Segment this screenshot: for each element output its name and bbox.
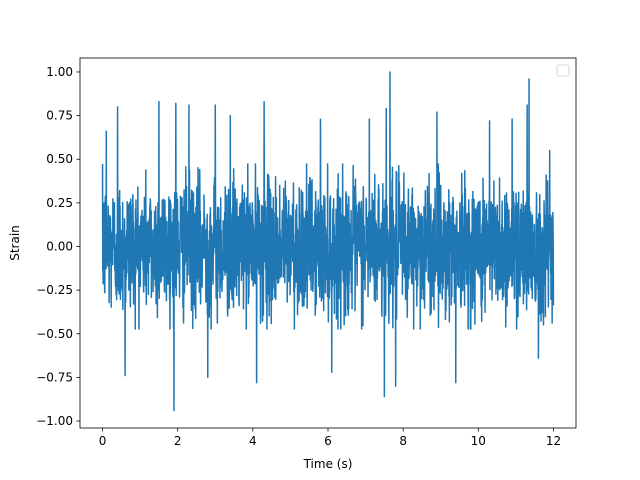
- x-tick-label: 0: [99, 434, 107, 448]
- y-tick-label: −0.75: [36, 370, 73, 384]
- y-tick-label: 0.25: [46, 196, 73, 210]
- x-tick-label: 8: [399, 434, 407, 448]
- x-tick-label: 12: [546, 434, 561, 448]
- x-axis-label: Time (s): [303, 457, 353, 471]
- y-tick-label: −0.50: [36, 327, 73, 341]
- y-tick-label: −1.00: [36, 414, 73, 428]
- x-tick-label: 2: [174, 434, 182, 448]
- series-layer: [101, 71, 555, 412]
- y-tick-label: 0.50: [46, 152, 73, 166]
- y-tick-label: −0.25: [36, 283, 73, 297]
- x-tick-label: 6: [324, 434, 332, 448]
- x-tick-label: 4: [249, 434, 257, 448]
- x-axis-ticks: 0 2 4 6 8 10 12: [99, 428, 561, 448]
- y-tick-label: 0.00: [46, 239, 73, 253]
- x-tick-label: 10: [471, 434, 486, 448]
- y-tick-label: 1.00: [46, 65, 73, 79]
- strain-series-line: [101, 71, 555, 412]
- legend-box: [556, 64, 570, 77]
- y-axis-label: Strain: [8, 225, 22, 261]
- y-axis-ticks: −1.00 −0.75 −0.50 −0.25 0.00 0.25 0.50 0.75 1.00: [36, 65, 80, 428]
- y-tick-label: 0.75: [46, 109, 73, 123]
